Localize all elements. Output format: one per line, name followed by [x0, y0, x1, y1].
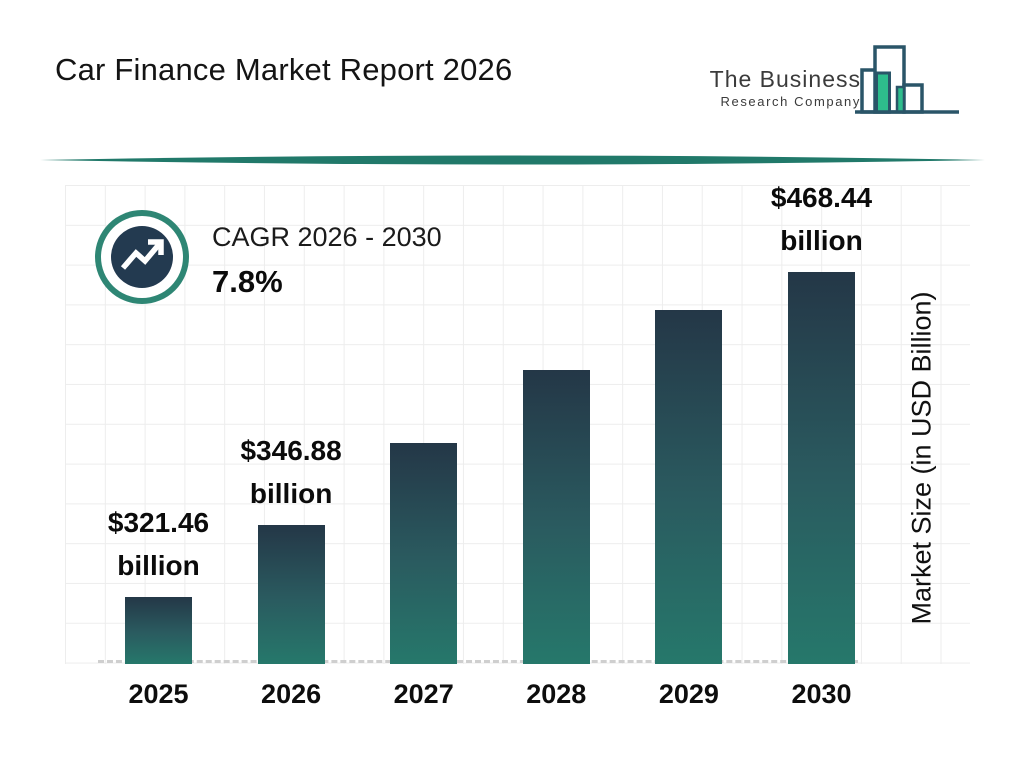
bar-2026 [257, 525, 325, 664]
cagr-period-label: CAGR 2026 - 2030 [212, 222, 442, 252]
x-tick-label-2029: 2029 [658, 679, 719, 709]
value-label-2026: $346.88 billion [196, 429, 386, 515]
header-divider [40, 155, 985, 165]
y-axis-label: Market Size (in USD Billion) [906, 291, 937, 625]
company-logo-icon [855, 45, 959, 114]
logo-line1: The Business [709, 66, 861, 92]
x-tick-label-2028: 2028 [526, 679, 587, 709]
value-label-2025: $321.46 billion [64, 501, 254, 587]
value-amount-2025: $321.46 [107, 507, 210, 538]
value-amount-2026: $346.88 [240, 435, 342, 466]
page-title: Car Finance Market Report 2026 [55, 52, 513, 87]
x-tick-label-2025: 2025 [128, 679, 189, 709]
value-unit-2025: billion [117, 550, 200, 581]
cagr-badge-ring [95, 210, 189, 304]
value-unit-2030: billion [780, 225, 863, 256]
cagr-value: 7.8% [212, 264, 283, 299]
value-label-2030: $468.44 billion [727, 176, 917, 262]
cagr-badge-gap [101, 216, 183, 298]
x-tick-label-2027: 2027 [393, 679, 454, 709]
x-tick-label-2030: 2030 [791, 679, 852, 709]
bar-2030 [788, 272, 855, 664]
value-unit-2026: billion [249, 478, 333, 509]
logo-line2: Research Company [720, 94, 861, 109]
bar-2027 [390, 443, 458, 664]
trend-up-icon [111, 226, 173, 288]
bar-2028 [522, 370, 590, 664]
x-axis-baseline [98, 660, 858, 663]
logo-wordmark: The Business Research Company [710, 66, 861, 109]
value-amount-2030: $468.44 [770, 182, 873, 213]
bar-2029 [655, 310, 723, 664]
bar-2025 [125, 597, 192, 664]
x-tick-label-2026: 2026 [261, 679, 322, 709]
